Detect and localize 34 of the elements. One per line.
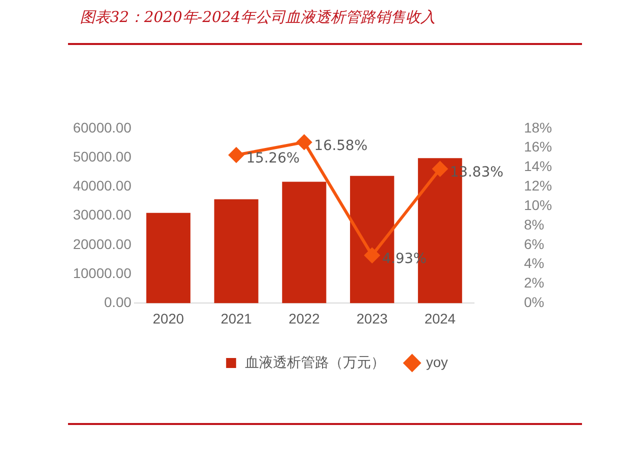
y-tick-label: 50000.00 (72, 148, 132, 164)
point (364, 248, 380, 263)
point (432, 161, 448, 176)
y-tick-label: 0.00 (104, 294, 132, 310)
x-tick-label: 2022 (288, 310, 320, 326)
y2-tick-label: 14% (524, 158, 552, 174)
legend-label: 血液透析管路（万元） (245, 354, 386, 370)
y2-tick-label: 0% (524, 294, 544, 310)
y2-tick-label: 16% (524, 138, 552, 155)
x-tick-label: 2023 (356, 310, 388, 326)
point (296, 134, 312, 150)
x-tick-label: 2021 (220, 310, 252, 326)
y-tick-label: 10000.00 (72, 264, 132, 281)
y2-tick-label: 12% (524, 178, 552, 194)
bar (146, 212, 190, 304)
x-tick-label: 2020 (152, 310, 184, 326)
legend-label: yoy (426, 354, 448, 370)
bar (214, 199, 258, 304)
data-label: 16.58% (314, 138, 368, 154)
y-tick-label: 60000.00 (72, 119, 132, 136)
y2-tick-label: 4% (524, 255, 544, 272)
y2-tick-label: 18% (524, 119, 552, 136)
y2-tick-label: 8% (524, 216, 544, 232)
bar (282, 182, 326, 304)
y2-tick-label: 6% (524, 236, 544, 252)
y-tick-label: 20000.00 (72, 236, 132, 252)
y-tick-label: 30000.00 (72, 206, 132, 223)
x-tick-label: 2024 (424, 310, 456, 326)
y-tick-label: 40000.00 (72, 178, 132, 194)
chart-title: 图表32：2020年-2024年公司血液透析管路销售收入 (80, 8, 436, 27)
data-label: 15.26% (246, 150, 300, 167)
y2-tick-label: 10% (524, 196, 552, 213)
point (228, 148, 244, 163)
y2-tick-label: 2% (524, 274, 544, 291)
